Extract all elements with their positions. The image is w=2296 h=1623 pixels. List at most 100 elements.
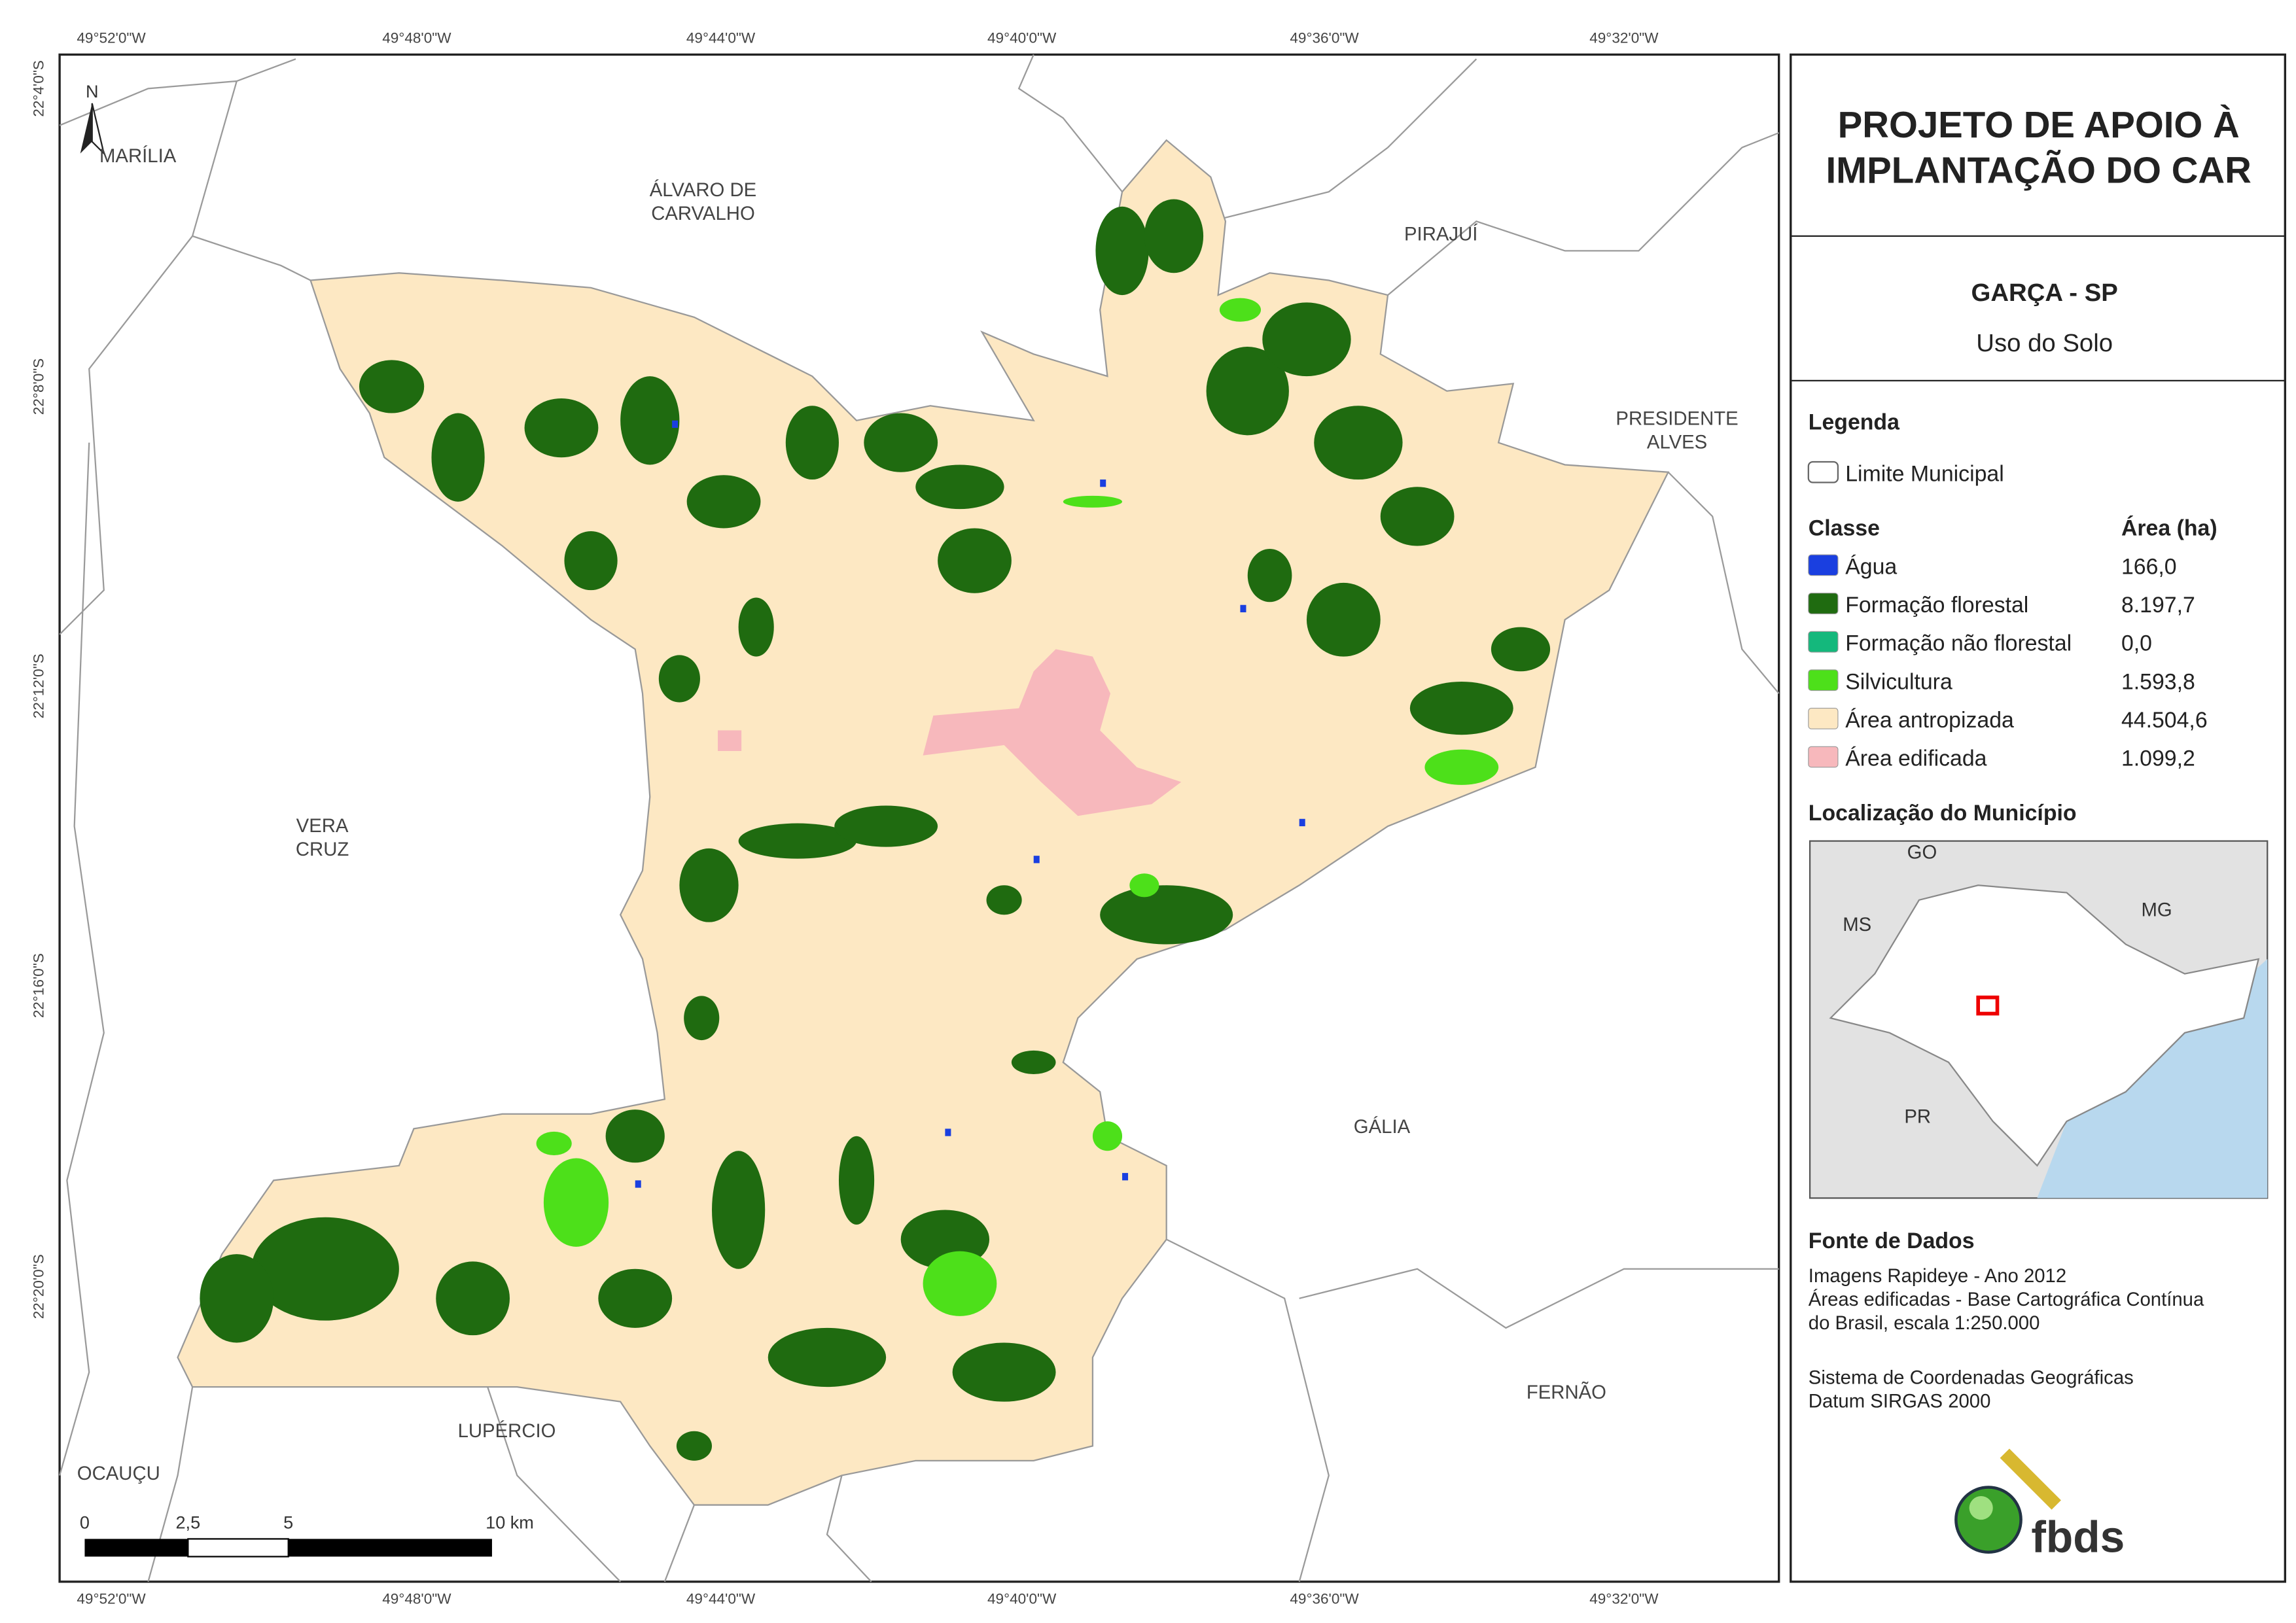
sources-text: do Brasil, escala 1:250.000 xyxy=(1809,1312,2040,1334)
scale-label: 0 xyxy=(80,1513,90,1533)
legend-swatch xyxy=(1808,631,1839,653)
coord-label: 49°32'0"W xyxy=(1589,1591,1659,1607)
coord-label: 22°12'0"S xyxy=(30,654,46,718)
silviculture-patch xyxy=(1219,298,1262,322)
forest-patch xyxy=(564,531,618,591)
legend-swatch xyxy=(1808,746,1839,768)
forest-patch xyxy=(1144,199,1204,273)
forest-patch xyxy=(1491,627,1551,672)
forest-patch xyxy=(785,406,839,480)
forest-patch xyxy=(431,413,485,502)
forest-patch xyxy=(1247,549,1292,602)
forest-patch xyxy=(1314,406,1403,480)
legend-label: Área edificada xyxy=(1845,746,1987,771)
scale-bar xyxy=(84,1539,188,1557)
map-subtitle: Uso do Solo xyxy=(1976,329,2113,357)
place-label: ÁLVARO DE xyxy=(650,179,756,201)
coord-label: 22°20'0"S xyxy=(30,1254,46,1319)
place-label: VERA xyxy=(296,815,349,837)
scale-label: 10 km xyxy=(486,1513,534,1533)
place-label: PRESIDENTE xyxy=(1616,408,1738,430)
forest-patch xyxy=(738,597,774,657)
crs-text: Sistema de Coordenadas Geográficas xyxy=(1809,1367,2134,1389)
forest-patch xyxy=(598,1268,673,1328)
water-patch xyxy=(1100,480,1106,487)
forest-patch xyxy=(834,805,938,847)
legend-header: Classe xyxy=(1809,516,1880,541)
coord-label: 49°32'0"W xyxy=(1589,29,1659,46)
neighbor-boundaries xyxy=(59,54,1780,1582)
north-arrow xyxy=(91,103,105,156)
legend-swatch xyxy=(1808,593,1839,614)
coord-label: 49°52'0"W xyxy=(77,29,146,46)
forest-patch xyxy=(436,1261,510,1336)
forest-patch xyxy=(684,996,720,1041)
forest-patch xyxy=(679,848,739,922)
forest-patch xyxy=(1306,582,1381,657)
forest-patch xyxy=(738,823,857,859)
legend-value: 1.593,8 xyxy=(2121,669,2195,694)
forest-patch xyxy=(658,655,700,703)
forest-patch xyxy=(524,398,599,458)
logo-mark xyxy=(1954,1486,2022,1554)
logo-mark xyxy=(1969,1496,1993,1520)
coord-label: 49°48'0"W xyxy=(382,29,451,46)
legend-swatch xyxy=(1808,708,1839,729)
inset-label: PR xyxy=(1904,1106,1931,1127)
location-inset xyxy=(1809,840,2269,1199)
legend-label: Formação não florestal xyxy=(1845,631,2072,656)
sources-text: Imagens Rapideye - Ano 2012 xyxy=(1809,1265,2066,1287)
place-label: GÁLIA xyxy=(1354,1116,1411,1138)
forest-patch xyxy=(938,528,1012,593)
location-title: Localização do Município xyxy=(1809,801,2077,826)
panel-title: PROJETO DE APOIO À xyxy=(1838,104,2240,145)
urban-area xyxy=(923,649,1182,816)
legend-swatch xyxy=(1808,554,1839,576)
coord-label: 22°16'0"S xyxy=(30,953,46,1018)
forest-patch xyxy=(359,360,425,413)
forest-patch xyxy=(251,1217,399,1321)
legend-label: Silvicultura xyxy=(1845,669,1952,694)
crs-text: Datum SIRGAS 2000 xyxy=(1809,1391,1991,1412)
silviculture-patch xyxy=(1424,749,1499,785)
coord-label: 49°52'0"W xyxy=(77,1591,146,1607)
coord-label: 49°44'0"W xyxy=(686,1591,756,1607)
legend-value: 44.504,6 xyxy=(2121,708,2208,733)
scale-bar xyxy=(288,1539,492,1557)
legend-label: Formação florestal xyxy=(1845,593,2028,618)
coord-label: 22°8'0"S xyxy=(30,358,46,415)
silviculture-patch xyxy=(536,1131,572,1156)
logo-text: fbds xyxy=(2031,1513,2125,1562)
forest-patch xyxy=(676,1431,713,1461)
boundary-swatch xyxy=(1807,461,1839,483)
forest-patch xyxy=(1100,885,1233,945)
forest-patch xyxy=(1011,1050,1056,1074)
legend-label: Limite Municipal xyxy=(1845,461,2004,486)
scale-label: 5 xyxy=(283,1513,293,1533)
coord-label: 49°36'0"W xyxy=(1290,1591,1359,1607)
forest-patch xyxy=(1095,206,1149,296)
legend-swatch xyxy=(1808,669,1839,691)
forest-patch xyxy=(620,376,680,465)
logo-mark xyxy=(2000,1448,2061,1510)
water-patch xyxy=(1033,856,1040,864)
forest-patch xyxy=(915,464,1004,510)
silviculture-patch xyxy=(1063,495,1123,508)
coord-label: 49°40'0"W xyxy=(987,1591,1057,1607)
coord-label: 49°40'0"W xyxy=(987,29,1057,46)
silviculture-patch xyxy=(923,1251,997,1316)
forest-patch xyxy=(1409,682,1513,735)
scale-label: 2,5 xyxy=(176,1513,201,1533)
inset-label: GO xyxy=(1907,842,1937,864)
legend-title: Legenda xyxy=(1809,410,1900,434)
legend-header: Área (ha) xyxy=(2121,516,2217,541)
panel-frame xyxy=(1790,53,2287,1583)
north-label: N xyxy=(86,82,99,101)
north-arrow xyxy=(80,103,92,154)
inset-label: MG xyxy=(2141,899,2172,921)
urban-area xyxy=(718,730,742,752)
forest-patch xyxy=(986,885,1022,915)
legend-value: 1.099,2 xyxy=(2121,746,2195,771)
